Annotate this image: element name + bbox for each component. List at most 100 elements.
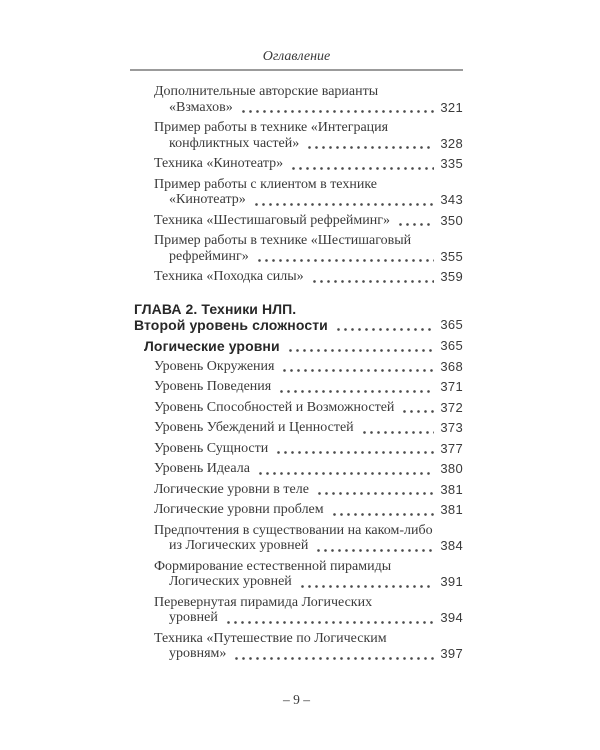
toc-entry-row: Логические уровни в теле 381: [154, 482, 463, 498]
toc-entry-title: рефрейминг»: [169, 248, 249, 264]
toc-entry-title: из Логических уровней: [169, 538, 309, 553]
toc-entry-title: Логические уровни: [144, 337, 280, 354]
toc-page-number: 391: [440, 574, 463, 589]
toc-entry-line: Дополнительные авторские варианты: [154, 84, 379, 99]
toc-entry-title: Уровень Идеала: [154, 461, 250, 476]
toc-entry-title: Уровень Убеждений и Ценностей: [154, 420, 354, 435]
toc-entry: Уровень Убеждений и Ценностей 373: [130, 420, 463, 436]
dot-leader: [233, 656, 435, 660]
toc-entry-title: «Кинотеатр»: [169, 192, 246, 207]
page-header: Оглавление: [262, 49, 331, 64]
toc-page-number: 365: [440, 317, 463, 332]
toc-entry-row: Второй уровень сложности 365: [134, 317, 463, 333]
toc-entry-row: Уровень Окружения 368: [154, 359, 463, 375]
dot-leader: [401, 410, 435, 413]
toc-page-number: 380: [440, 461, 463, 476]
toc-entry-row: Техника «Шестишаговый рефрейминг» 350: [154, 213, 463, 229]
toc-page-number: 397: [440, 646, 463, 661]
dot-leader: [224, 620, 435, 624]
toc-page-number: 394: [440, 610, 463, 625]
toc-entry-row: Логических уровней 391: [154, 574, 463, 590]
dot-leader: [290, 166, 435, 170]
toc-entry: Техника «Шестишаговый рефрейминг» 350: [130, 213, 463, 229]
toc-entry-title: уровням»: [169, 646, 227, 661]
toc-entry-title: Логические уровни в теле: [154, 481, 309, 497]
toc-entry-row: из Логических уровней 384: [154, 538, 463, 554]
toc-entry: Логические уровни в теле 381: [130, 482, 463, 498]
toc-entry-title: Техника «Кинотеатр»: [154, 156, 284, 171]
toc-entry-row: Уровень Поведения 371: [154, 379, 463, 395]
toc-entry-row: уровням» 397: [154, 646, 463, 662]
dot-leader: [256, 471, 435, 475]
toc-entry: Дополнительные авторские варианты «Взмахо…: [130, 84, 463, 115]
toc-entry: Предпочтения в существовании на каком-ли…: [130, 523, 463, 554]
toc-entry-row: уровней 394: [154, 610, 463, 626]
dot-leader: [315, 492, 435, 495]
toc-entry-row: «Кинотеатр» 343: [154, 192, 463, 208]
toc-entry-row: Уровень Сущности 377: [154, 441, 463, 457]
dot-leader: [281, 369, 435, 372]
toc-list: Дополнительные авторские варианты «Взмахо…: [130, 84, 463, 662]
toc-entry-title: Уровень Сущности: [154, 440, 269, 456]
toc-entry-title: «Взмахов»: [169, 99, 233, 115]
toc-entry-title: Уровень Поведения: [154, 379, 272, 394]
toc-entry-title: Техника «Шестишаговый рефрейминг»: [154, 212, 390, 228]
toc-entry-row: «Взмахов» 321: [154, 100, 463, 116]
toc-entry-line: ГЛАВА 2. Техники НЛП.: [134, 300, 297, 317]
dot-leader: [255, 259, 435, 262]
toc-page-number: 328: [440, 135, 463, 151]
toc-page-number: 381: [440, 481, 463, 497]
dot-leader: [397, 223, 435, 226]
dot-leader: [298, 584, 435, 588]
toc-entry-row: Уровень Способностей и Возможностей 372: [154, 400, 463, 416]
toc-entry: Формирование естественной пирамиды Логиче…: [130, 559, 463, 590]
toc-entry-title: Техника «Походка силы»: [154, 269, 304, 284]
dot-leader: [315, 548, 435, 552]
toc-entry-title: Уровень Способностей и Возможностей: [154, 399, 395, 415]
toc-entry: Пример работы в технике «Интеграция конфл…: [130, 120, 463, 151]
toc-entry-line: Пример работы в технике «Шестишаговый: [154, 233, 412, 248]
toc-entry-row: Логические уровни 365: [144, 338, 463, 354]
toc-entry-line: Пример работы с клиентом в технике: [154, 176, 377, 192]
toc-page-number: 359: [440, 269, 463, 284]
toc-entry-row: Уровень Идеала 380: [154, 461, 463, 477]
text-column: Оглавление Дополнительные авторские вари…: [130, 49, 463, 667]
dot-leader: [239, 110, 435, 113]
dot-leader: [330, 512, 435, 516]
toc-entry-title: Уровень Окружения: [154, 358, 275, 374]
toc-entry-row: рефрейминг» 355: [154, 249, 463, 265]
toc-page-number: 350: [440, 212, 463, 228]
toc-page-number: 377: [440, 440, 463, 456]
toc-entry-title: Логических уровней: [169, 574, 292, 589]
toc-entry-row: Логические уровни проблем 381: [154, 502, 463, 518]
toc-entry-line: Предпочтения в существовании на каком-ли…: [154, 522, 433, 538]
toc-entry-title: Второй уровень сложности: [134, 316, 328, 333]
toc-entry-row: Техника «Кинотеатр» 335: [154, 156, 463, 172]
toc-page-number: 371: [440, 379, 463, 394]
dot-leader: [310, 279, 435, 283]
toc-entry: Уровень Сущности 377: [130, 441, 463, 457]
toc-entry: Пример работы с клиентом в технике «Кинот…: [130, 177, 463, 208]
toc-entry-line: Перевернутая пирамида Логических: [154, 594, 373, 610]
toc-entry-line: Формирование естественной пирамиды: [154, 558, 392, 574]
toc-entry-title: конфликтных частей»: [169, 135, 300, 151]
toc-page-number: 355: [440, 248, 463, 264]
toc-entry: Перевернутая пирамида Логических уровней 3…: [130, 595, 463, 626]
toc-entry: ГЛАВА 2. Техники НЛП. Второй уровень слож…: [130, 301, 463, 333]
toc-entry: Уровень Способностей и Возможностей 372: [130, 400, 463, 416]
toc-entry-row: Уровень Убеждений и Ценностей 373: [154, 420, 463, 436]
toc-entry-line: Техника «Путешествие по Логическим: [154, 630, 387, 646]
toc-page-number: 368: [440, 358, 463, 374]
toc-entry: Техника «Походка силы» 359: [130, 269, 463, 285]
toc-entry-row: конфликтных частей» 328: [154, 136, 463, 152]
toc-entry: Уровень Окружения 368: [130, 359, 463, 375]
dot-leader: [275, 451, 435, 454]
dot-leader: [278, 389, 435, 393]
header-rule: [130, 69, 463, 71]
toc-entry: Уровень Идеала 380: [130, 461, 463, 477]
toc-entry: Пример работы в технике «Шестишаговый реф…: [130, 233, 463, 264]
toc-entry-line: Пример работы в технике «Интеграция: [154, 120, 389, 135]
dot-leader: [306, 146, 435, 149]
dot-leader: [286, 348, 435, 352]
